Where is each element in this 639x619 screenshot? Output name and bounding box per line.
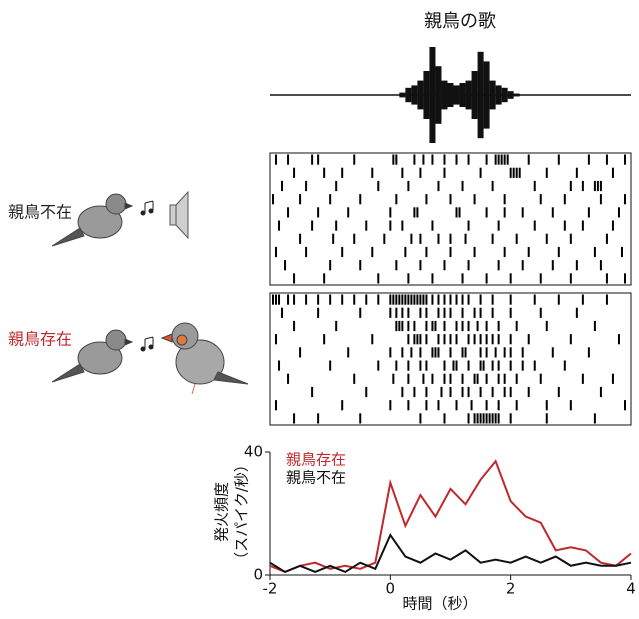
waveform-segment	[460, 83, 466, 107]
waveform-segment	[454, 85, 460, 104]
figure: 親鳥の歌 親鳥不在 親鳥存在 時間（秒） 発火頻度 （スパイク/秒） 0 40 -2…	[0, 0, 639, 615]
notes-1	[141, 201, 153, 215]
waveform-segment	[411, 85, 417, 104]
waveform-segment	[466, 81, 472, 110]
x-axis-label: 時間（秒）	[402, 595, 477, 613]
bird-adult	[162, 323, 248, 394]
waveform-segment	[478, 52, 484, 138]
waveform-segment	[429, 47, 435, 143]
speaker	[170, 192, 188, 238]
y-axis-label: （スパイク/秒）	[233, 457, 251, 567]
waveform-segment	[435, 66, 441, 124]
waveform-segment	[484, 61, 490, 128]
x-tick-label: 0	[386, 580, 396, 598]
waveform-segment	[441, 81, 447, 110]
x-tick-label: -2	[263, 580, 278, 598]
waveform-segment	[423, 71, 429, 119]
legend-label: 親鳥不在	[286, 469, 346, 487]
waveform-segment	[399, 93, 405, 98]
condition-label: 親鳥不在	[8, 203, 72, 222]
y-axis-label: 発火頻度	[213, 482, 231, 542]
condition-label: 親鳥存在	[8, 330, 72, 349]
legend-label: 親鳥存在	[286, 451, 346, 469]
waveform-segment	[490, 81, 496, 110]
waveform-segment	[514, 94, 520, 97]
notes-2	[141, 337, 153, 351]
x-tick-label: 4	[626, 580, 636, 598]
waveform-segment	[508, 91, 514, 99]
waveform-segment	[502, 88, 508, 102]
song-title: 親鳥の歌	[424, 11, 496, 32]
waveform-segment	[447, 83, 453, 107]
waveform-segment	[405, 88, 411, 102]
waveform-segment	[417, 81, 423, 110]
x-tick-label: 2	[506, 580, 516, 598]
y-tick-label: 40	[244, 443, 263, 461]
waveform-segment	[472, 71, 478, 119]
waveform-segment	[496, 85, 502, 104]
